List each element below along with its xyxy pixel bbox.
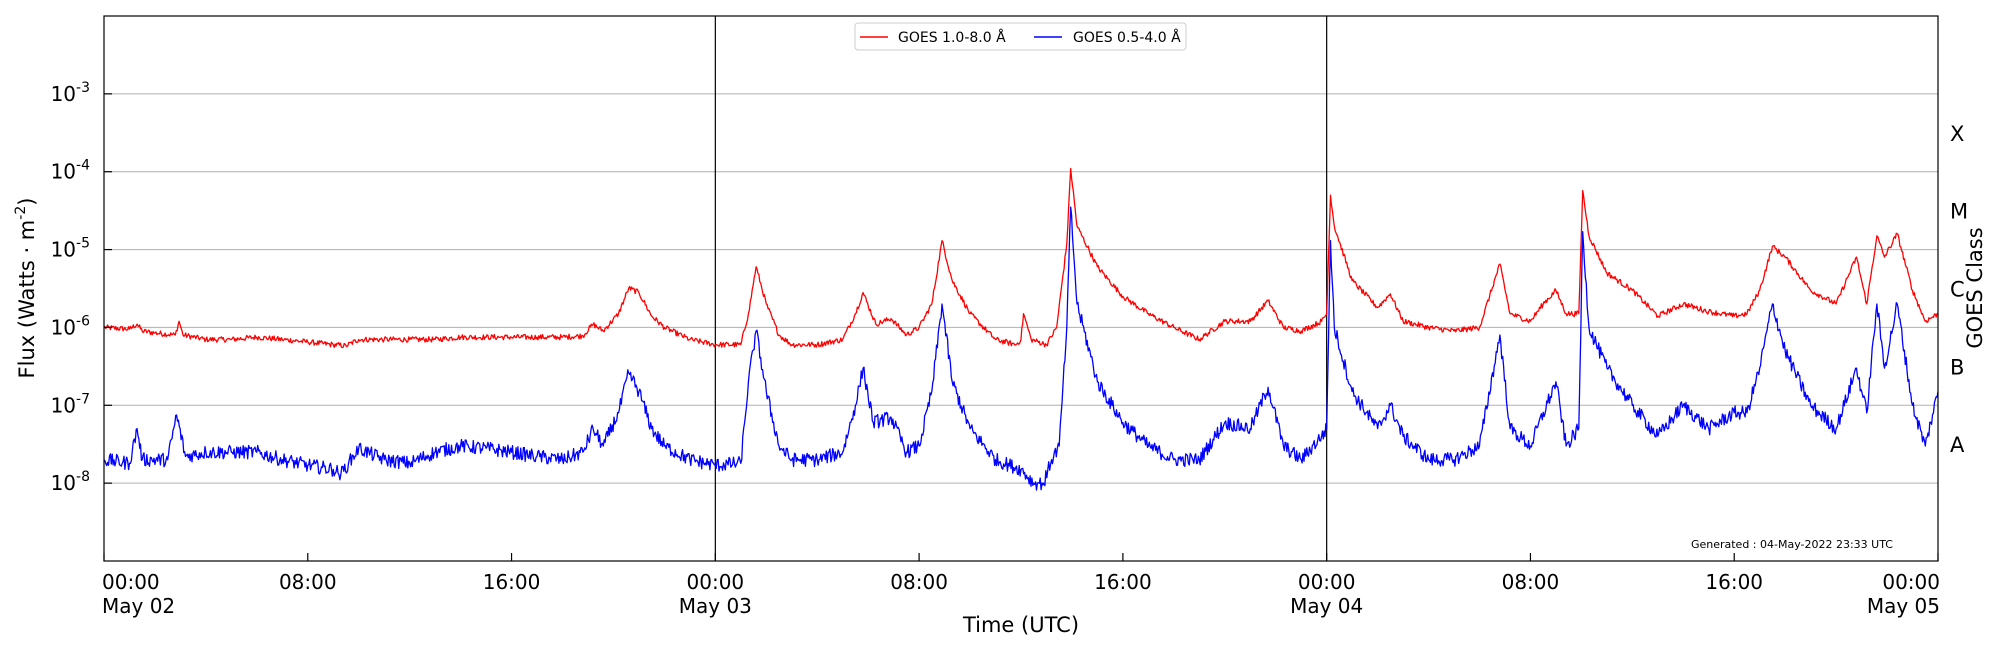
x-tick-date-3: May 03 — [679, 594, 752, 618]
y-axis-label: Flux (Watts · m-2) — [13, 198, 39, 379]
y-tick-label-2: 10-6 — [51, 313, 91, 339]
y-tick-label-3: 10-5 — [51, 236, 90, 262]
goes-class-X: X — [1950, 122, 1964, 146]
x-tick-time-2: 16:00 — [483, 570, 541, 594]
x-tick-date-6: May 04 — [1290, 594, 1363, 618]
x-tick-time-5: 16:00 — [1094, 570, 1152, 594]
legend-label-series-1: GOES 0.5-4.0 Å — [1073, 29, 1181, 46]
y-tick-label-0: 10-8 — [51, 469, 90, 495]
x-tick-date-0: May 02 — [102, 594, 175, 618]
legend-box — [854, 22, 1187, 51]
x-tick-time-1: 08:00 — [279, 570, 337, 594]
x-tick-time-0: 00:00 — [102, 570, 160, 594]
y-tick-label-4: 10-4 — [51, 158, 91, 184]
generated-annotation: Generated : 04-May-2022 23:33 UTC — [1691, 538, 1893, 551]
grid-layer — [104, 93, 1938, 484]
plot-frame — [103, 15, 1939, 562]
right-axis-label: GOES Class — [1963, 227, 1987, 348]
x-tick-time-9: 00:00 — [1882, 570, 1940, 594]
x-tick-time-8: 16:00 — [1705, 570, 1763, 594]
y-tick-label-1: 10-7 — [51, 391, 90, 417]
y-axis-ticks: 10-8 10-7 10-6 10-5 10-4 10-3 — [51, 80, 112, 495]
legend: GOES 1.0-8.0 Å GOES 0.5-4.0 Å — [854, 22, 1187, 51]
x-tick-time-3: 00:00 — [687, 570, 745, 594]
legend-label-series-0: GOES 1.0-8.0 Å — [898, 29, 1006, 46]
series-layer — [103, 167, 1939, 491]
x-tick-time-6: 00:00 — [1298, 570, 1356, 594]
goes-class-C: C — [1950, 278, 1965, 302]
goes-class-M: M — [1950, 200, 1968, 224]
goes-class-A: A — [1950, 433, 1965, 457]
y-tick-label-5: 10-3 — [51, 80, 90, 106]
goes-class-B: B — [1950, 355, 1964, 379]
x-tick-time-7: 08:00 — [1502, 570, 1560, 594]
series-line-0 — [103, 167, 1939, 349]
goes-class-labels: A B C M X — [1950, 122, 1968, 457]
x-tick-time-4: 08:00 — [890, 570, 948, 594]
day-separator-lines — [714, 16, 1328, 561]
x-axis-label: Time (UTC) — [962, 613, 1079, 637]
x-tick-date-9: May 05 — [1867, 594, 1940, 618]
series-line-1 — [103, 206, 1939, 491]
